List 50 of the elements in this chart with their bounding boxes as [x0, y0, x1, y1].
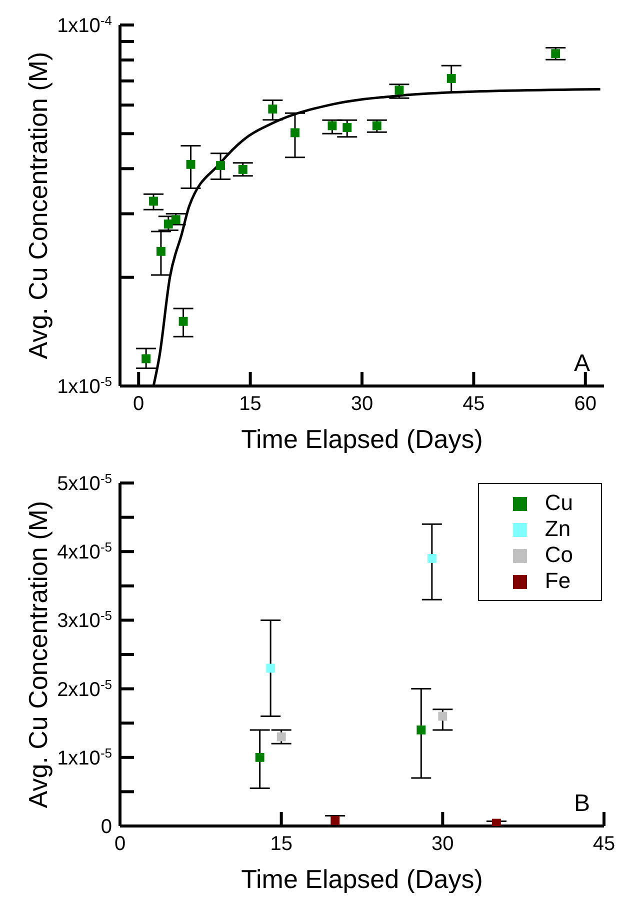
- point: [438, 712, 448, 721]
- x-tick-label: 60: [574, 393, 597, 415]
- point: [255, 752, 264, 762]
- point: [427, 554, 436, 563]
- point: [290, 128, 300, 138]
- y-tick-label: 1x10$^{-5}$: [57, 374, 112, 398]
- point: [276, 732, 286, 742]
- legend-label: Fe: [544, 568, 571, 593]
- point: [330, 816, 340, 825]
- point: [342, 123, 352, 132]
- point: [164, 220, 173, 228]
- point: [394, 86, 404, 95]
- x-tick-label: 15: [270, 833, 292, 855]
- point: [149, 196, 158, 206]
- point: [372, 121, 382, 130]
- point: [266, 664, 276, 673]
- y-axis-title: Avg. Cu Concentration (M): [23, 52, 54, 360]
- annotation: B: [574, 790, 590, 818]
- y-tick-label: 1x10$^{-4}$: [57, 12, 112, 37]
- x-tick-label: 30: [432, 833, 454, 855]
- y-tick-label: 1x10$^{-5}$: [57, 744, 112, 770]
- point: [268, 104, 278, 114]
- point: [446, 74, 456, 83]
- x-tick-label: 15: [239, 393, 262, 415]
- point: [416, 725, 426, 734]
- point: [178, 316, 188, 326]
- point: [551, 49, 560, 58]
- point: [186, 160, 196, 169]
- legend-label: Cu: [544, 490, 573, 515]
- point: [142, 354, 151, 364]
- y-tick-label: 2x10$^{-5}$: [57, 676, 112, 701]
- x-tick-label: 0: [133, 393, 144, 415]
- point: [328, 121, 337, 130]
- y-tick-label: 5x10$^{-5}$: [57, 470, 112, 495]
- y-tick-label: 3x10$^{-5}$: [57, 608, 112, 632]
- point: [238, 164, 248, 174]
- annotation: A: [574, 350, 590, 378]
- y-axis-title: Avg. Cu Concentration (M): [23, 500, 54, 808]
- x-tick-label: 45: [462, 393, 485, 415]
- point: [171, 215, 180, 224]
- legend-label: Zn: [544, 516, 571, 541]
- y-tick-label: 4x10$^{-5}$: [57, 539, 112, 564]
- point: [156, 246, 166, 256]
- point: [492, 818, 501, 826]
- x-tick-label: 0: [114, 833, 126, 855]
- y-tick-label: 0: [100, 816, 112, 838]
- point: [216, 161, 225, 170]
- legend-label: Co: [544, 542, 573, 567]
- x-tick-label: 30: [350, 393, 374, 415]
- x-tick-label: 45: [592, 833, 616, 855]
